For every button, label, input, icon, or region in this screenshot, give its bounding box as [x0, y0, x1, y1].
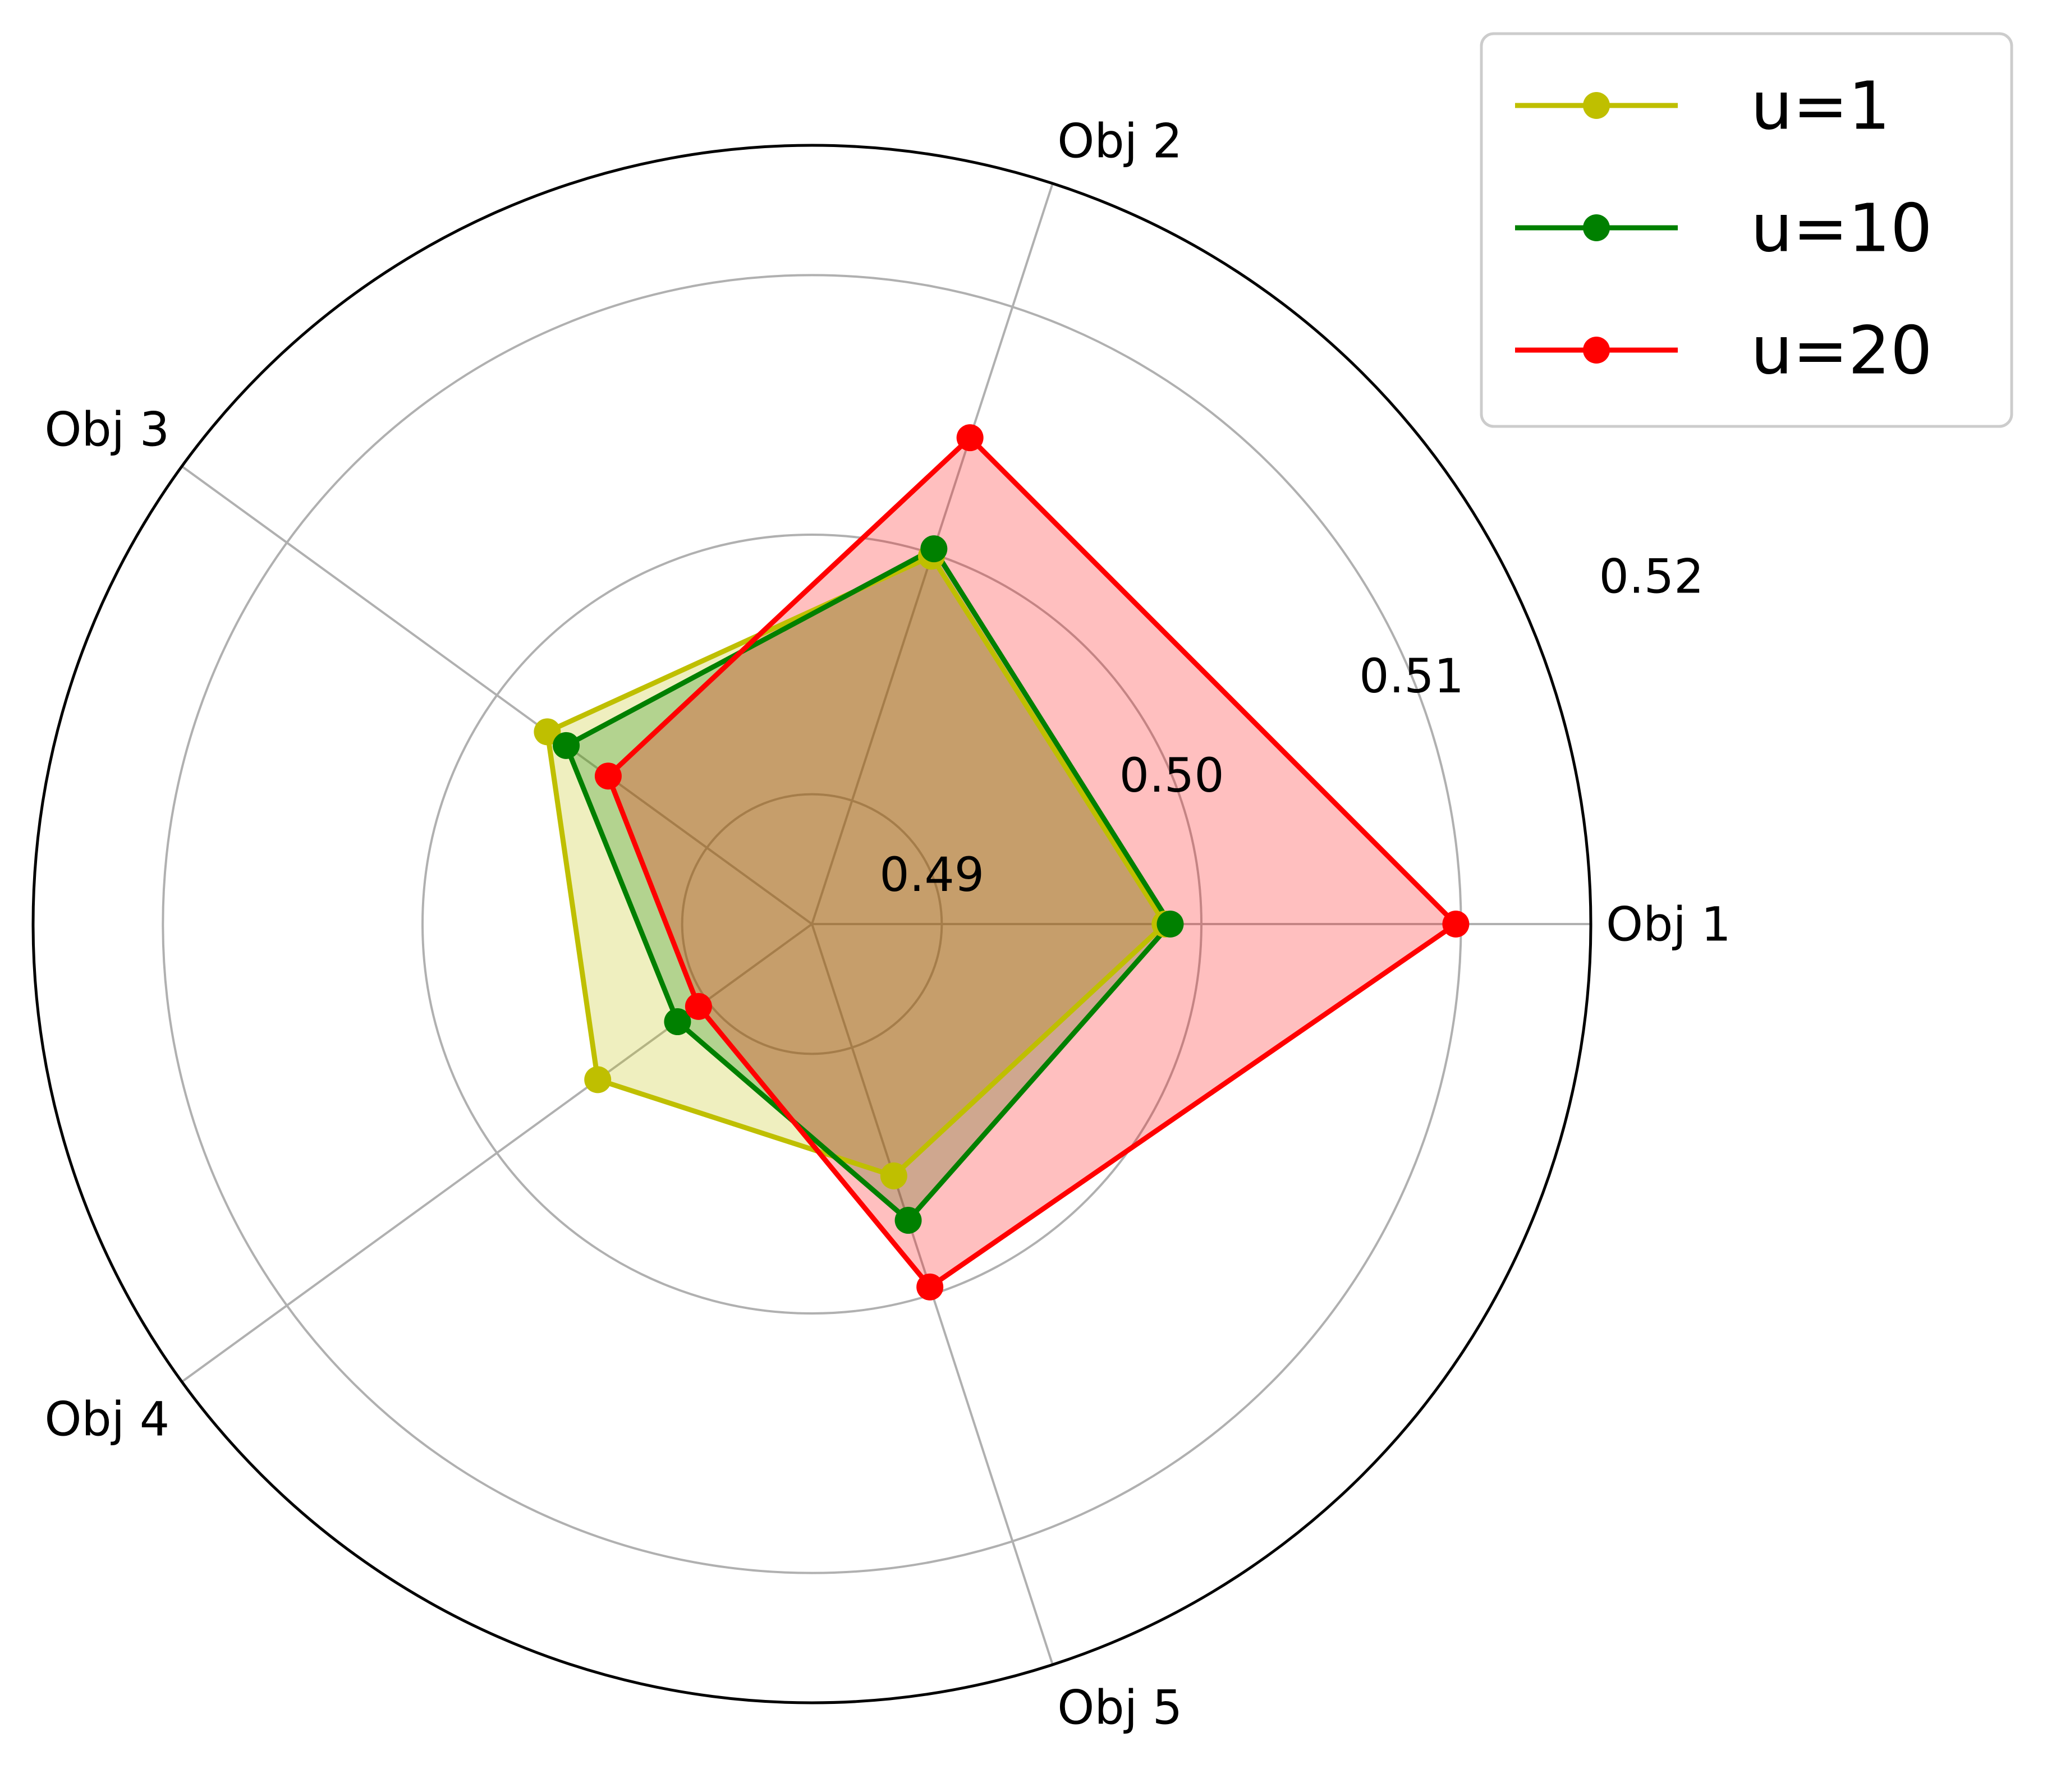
series-lines — [544, 435, 1458, 1290]
point-u=20-obj1 — [1442, 911, 1470, 938]
point-u=10-obj1 — [1156, 911, 1184, 938]
spoke-3 — [181, 465, 813, 925]
point-u=1-obj3 — [534, 718, 561, 746]
series-line-u=20 — [605, 435, 1458, 1290]
r-tick-label-2: 0.51 — [1359, 649, 1464, 704]
series-fills — [547, 438, 1456, 1287]
r-tick-label-outer: 0.52 — [1599, 549, 1704, 604]
category-label-4: Obj 4 — [44, 1392, 169, 1447]
legend-marker-u=20 — [1583, 337, 1610, 364]
legend-label-u=10: u=10 — [1751, 189, 1933, 266]
category-label-1: Obj 1 — [1606, 897, 1731, 952]
series-fill-u=1 — [547, 556, 1165, 1176]
point-u=10-obj4 — [664, 1008, 691, 1036]
point-u=10-obj3 — [553, 732, 580, 759]
series-line-u=1 — [544, 553, 1168, 1179]
category-label-3: Obj 3 — [44, 402, 169, 457]
series-line-u=10 — [563, 546, 1173, 1223]
r-tick-label-1: 0.50 — [1119, 748, 1224, 803]
legend-marker-u=1 — [1583, 92, 1610, 119]
point-u=1-obj5 — [880, 1162, 907, 1189]
point-u=20-obj5 — [916, 1273, 944, 1301]
legend: u=1 u=10 u=20 — [1480, 32, 2013, 428]
legend-marker-u=10 — [1583, 214, 1610, 241]
legend-label-u=1: u=1 — [1751, 67, 1890, 144]
point-u=20-obj4 — [685, 993, 712, 1020]
legend-label-u=20: u=20 — [1751, 311, 1933, 389]
point-u=20-obj2 — [956, 424, 984, 452]
series-fill-u=10 — [566, 549, 1171, 1221]
category-label-2: Obj 2 — [1057, 113, 1182, 168]
category-label-5: Obj 5 — [1057, 1680, 1182, 1735]
series-markers — [534, 424, 1470, 1301]
series-fill-u=20 — [608, 438, 1456, 1287]
outer-frame — [31, 144, 1592, 1704]
point-u=10-obj2 — [920, 535, 948, 563]
r-tick-label-0: 0.49 — [879, 847, 984, 902]
point-u=10-obj5 — [894, 1207, 922, 1234]
legend-frame — [1480, 32, 2013, 428]
axis-labels: Obj 1 Obj 2 Obj 3 Obj 4 Obj 5 0.49 0.50 0.51 0.5… — [44, 113, 1731, 1735]
point-u=20-obj3 — [594, 762, 622, 790]
point-u=1-obj4 — [584, 1066, 612, 1093]
